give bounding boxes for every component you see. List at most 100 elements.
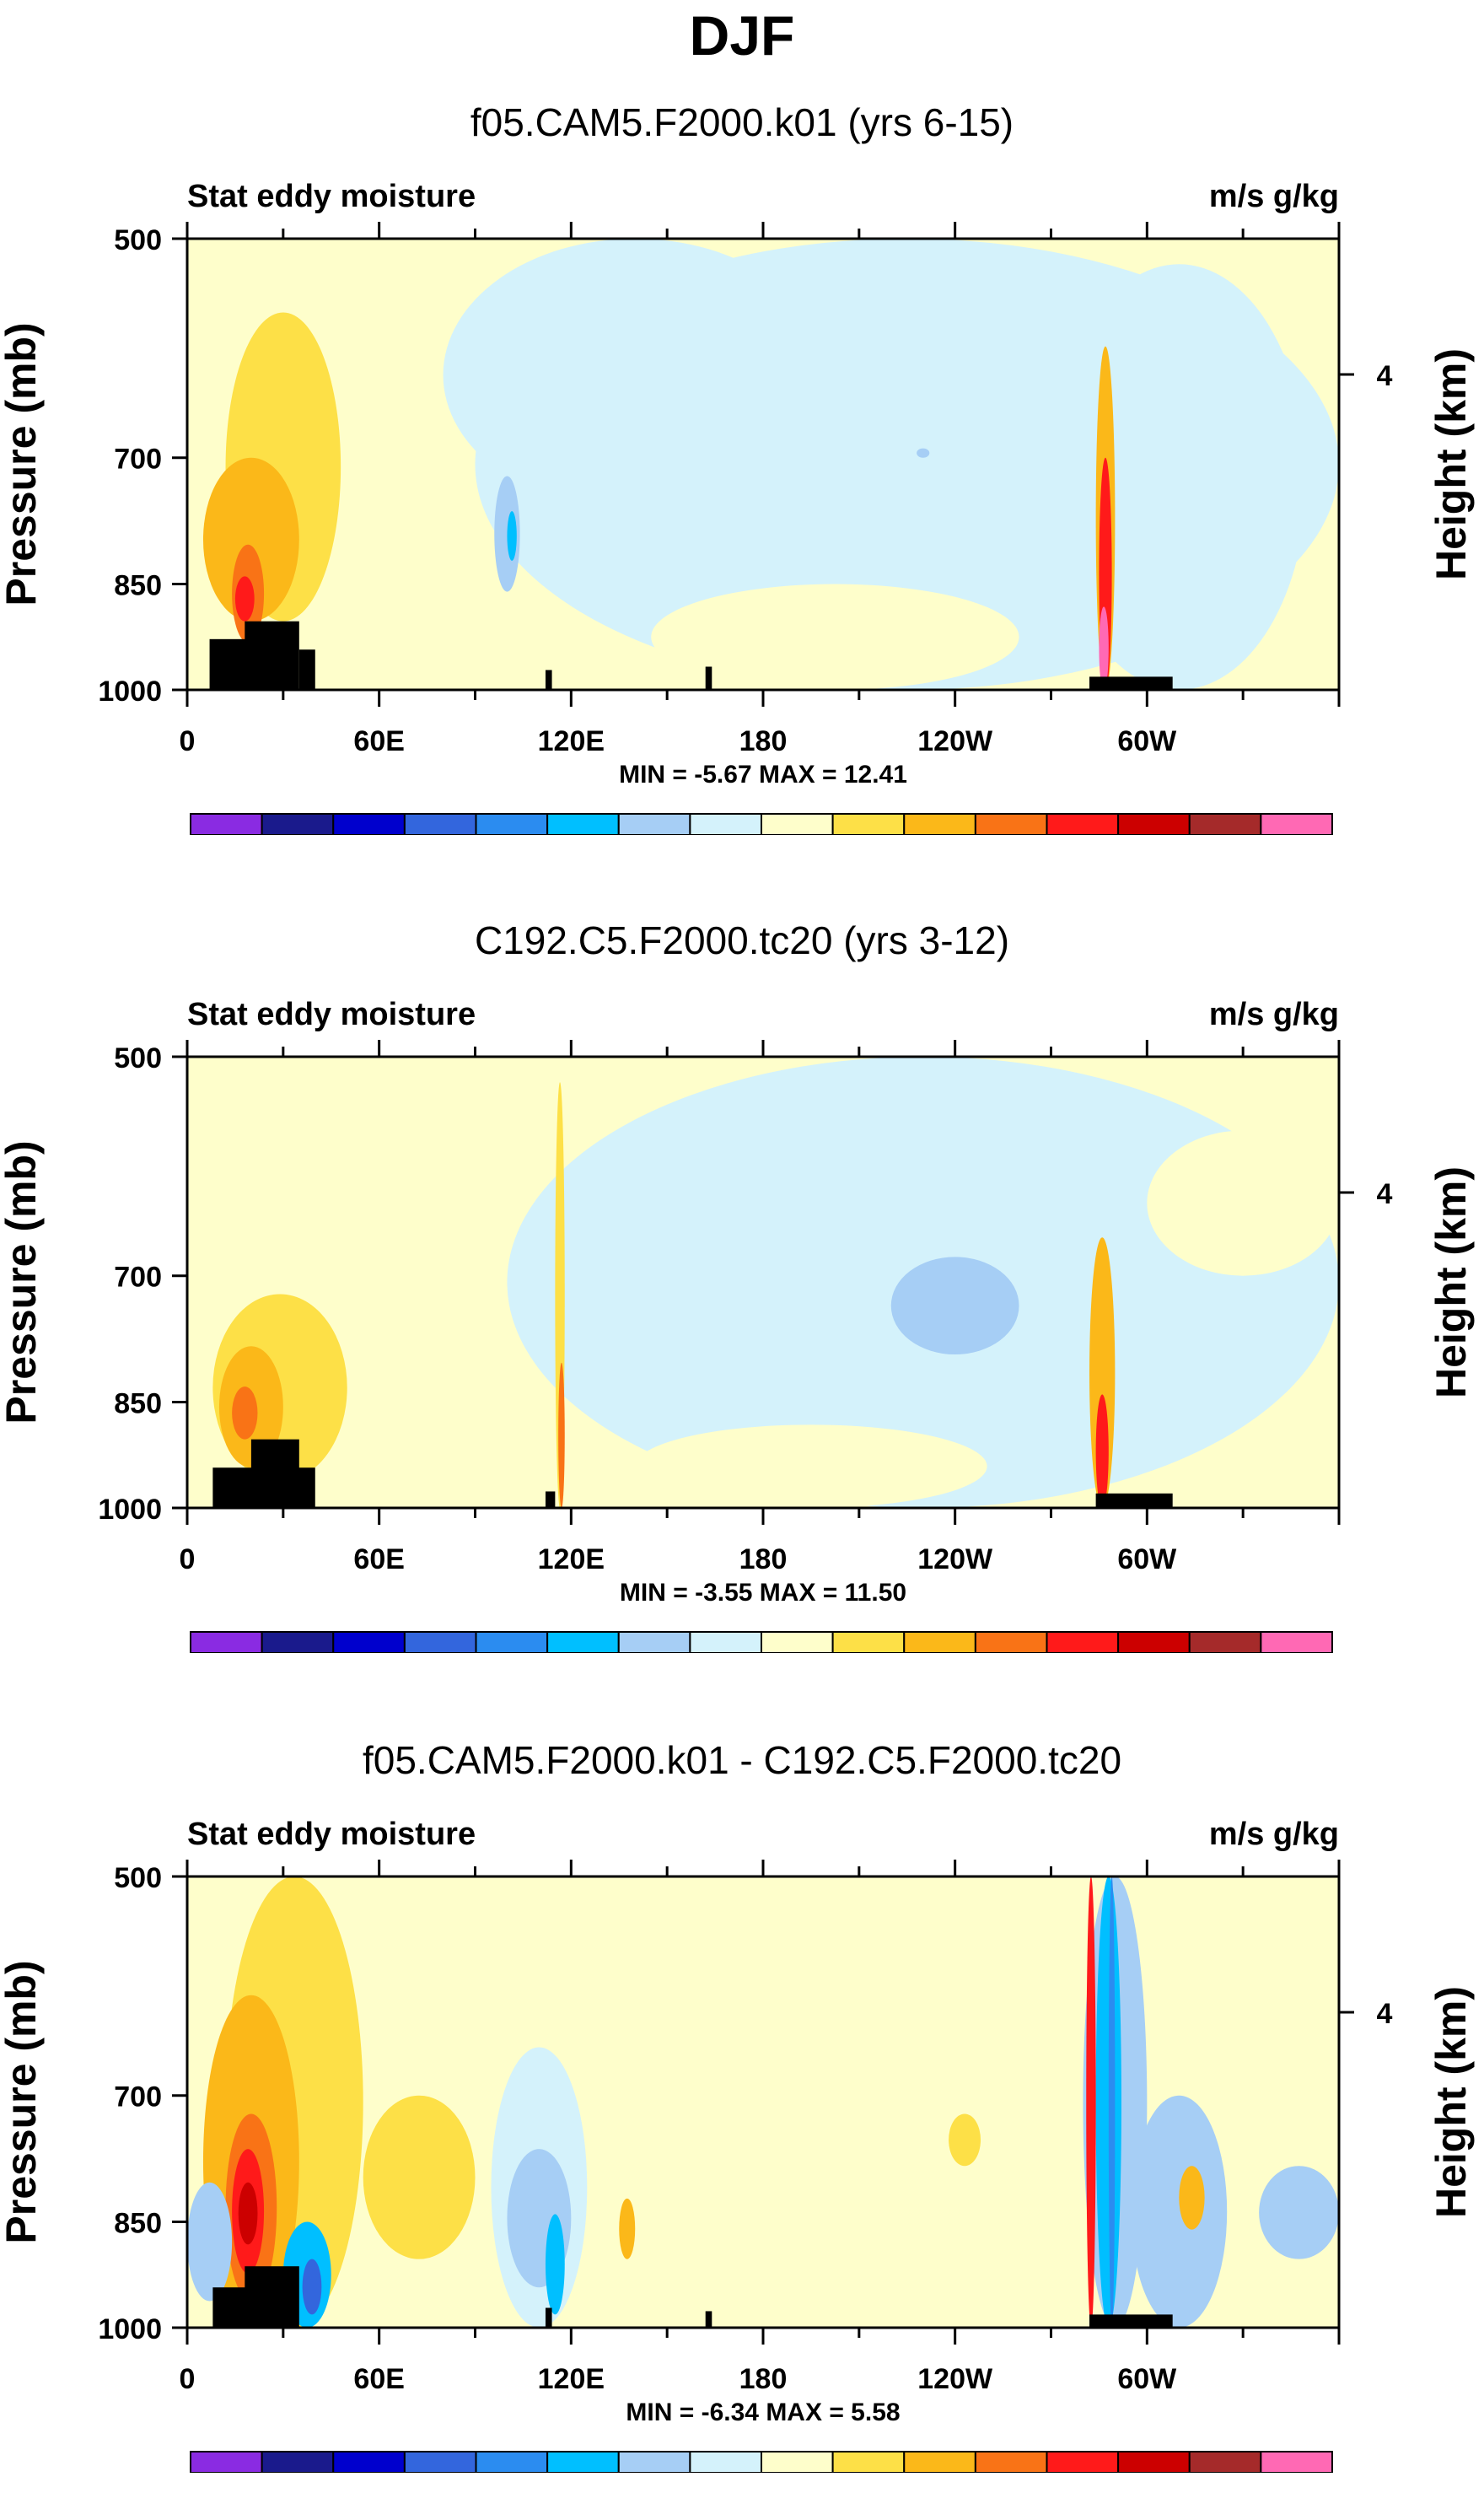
- contour-blob: [443, 239, 827, 512]
- figure-title: DJF: [689, 4, 795, 67]
- contour-field: [187, 1876, 1339, 2328]
- contour-blob: [545, 2214, 565, 2315]
- y-tick-label: 700: [114, 1262, 162, 1294]
- x-tick-label: 120W: [917, 2363, 993, 2395]
- colorbar-box: [190, 813, 263, 835]
- topography-mask: [298, 649, 315, 690]
- colorbar-box: [1046, 813, 1120, 835]
- panel-2-chart: Stat eddy moisture m/s g/kg 500 700 850 1000 4…: [0, 997, 1475, 1653]
- colorbar-box: [689, 1631, 762, 1653]
- colorbar-box: [903, 1631, 976, 1653]
- contour-blob: [794, 239, 1019, 400]
- colorbar-box: [689, 813, 762, 835]
- colorbar-box: [974, 1631, 1048, 1653]
- contour-blob: [1089, 1237, 1116, 1508]
- y-axis-title: Pressure (mb): [0, 322, 45, 606]
- panel-3-chart: Stat eddy moisture m/s g/kg 500 700 850 1000 4…: [0, 1817, 1475, 2473]
- colorbar-box: [689, 2451, 762, 2473]
- topography-mask: [1089, 676, 1173, 690]
- colorbar-box: [546, 1631, 620, 1653]
- contour-blob: [635, 1082, 1148, 1395]
- y-tick-label: 500: [114, 1042, 162, 1074]
- colorbar-box: [546, 813, 620, 835]
- colorbar-box: [1117, 2451, 1191, 2473]
- colorbar-box: [831, 1631, 906, 1653]
- contour-blob: [1131, 2095, 1228, 2328]
- x-tick-label: 0: [180, 725, 196, 757]
- contour-blob: [1099, 606, 1109, 690]
- colorbar-box: [1046, 2451, 1120, 2473]
- x-tick-label: 120W: [917, 1543, 993, 1575]
- topography-mask: [545, 670, 552, 690]
- colorbar-box: [617, 2451, 691, 2473]
- contour-blob: [1051, 264, 1308, 690]
- contour-blob: [363, 2095, 476, 2259]
- panel-units-label: m/s g/kg: [1209, 179, 1339, 214]
- colorbar-box: [261, 813, 335, 835]
- x-tick-label: 60E: [353, 1543, 405, 1575]
- panel-units-label: m/s g/kg: [1209, 1817, 1339, 1852]
- colorbar-box: [403, 2451, 477, 2473]
- topography-mask: [705, 666, 712, 690]
- contour-blob: [232, 1386, 258, 1440]
- contour-blob: [949, 2113, 981, 2167]
- colorbar-box: [761, 2451, 834, 2473]
- colorbar-box: [617, 813, 691, 835]
- x-tick-label: 60E: [353, 725, 405, 757]
- y-right-tick-label: 4: [1377, 1998, 1393, 2030]
- colorbar-box: [974, 813, 1048, 835]
- topography-mask: [1089, 2314, 1173, 2328]
- panel-1: f05.CAM5.F2000.k01 (yrs 6-15) Stat eddy …: [0, 0, 1484, 835]
- colorbar-box: [546, 2451, 620, 2473]
- contour-blob: [507, 511, 517, 561]
- x-tick-label: 120E: [538, 2363, 605, 2395]
- y-axis-title: Pressure (mb): [0, 1960, 45, 2243]
- x-tick-label: 0: [180, 1543, 196, 1575]
- x-tick-label: 0: [180, 2363, 196, 2395]
- y-right-tick-label: 4: [1377, 360, 1393, 392]
- y-right-axis-title: Height (km): [1428, 1986, 1475, 2218]
- y-tick-label: 500: [114, 1862, 162, 1894]
- colorbar-box: [831, 2451, 906, 2473]
- x-tick-label: 60W: [1117, 2363, 1177, 2395]
- y-tick-label: 850: [114, 570, 162, 602]
- colorbar-box: [1260, 1631, 1333, 1653]
- contour-blob: [238, 2182, 258, 2245]
- x-tick-label: 180: [739, 1543, 788, 1575]
- contour-blob: [494, 476, 520, 592]
- contour-blob: [187, 2182, 233, 2302]
- topography-mask: [1095, 1493, 1173, 1508]
- topography-mask: [705, 2311, 712, 2328]
- y-tick-label: 1000: [98, 2313, 162, 2345]
- contour-blob: [1147, 1130, 1339, 1276]
- contour-blob: [302, 2259, 322, 2315]
- x-tick-label: 180: [739, 725, 788, 757]
- contour-blob: [1095, 1394, 1109, 1508]
- contour-blob: [558, 1362, 565, 1508]
- colorbar-box: [1188, 2451, 1262, 2473]
- contour-field: [202, 239, 1339, 690]
- y-right-axis-title: Height (km): [1428, 1166, 1475, 1398]
- panel-2: C192.C5.F2000.tc20 (yrs 3-12) Stat eddy …: [0, 818, 1484, 1653]
- y-tick-label: 700: [114, 2081, 162, 2113]
- min-max-stats: MIN = -6.34 MAX = 5.58: [626, 2399, 900, 2426]
- topography-mask: [245, 2266, 299, 2328]
- y-tick-label: 1000: [98, 676, 162, 708]
- y-tick-label: 850: [114, 2208, 162, 2240]
- panel-title: C192.C5.F2000.tc20 (yrs 3-12): [474, 918, 1010, 962]
- min-max-stats: MIN = -5.67 MAX = 12.41: [619, 761, 907, 789]
- panel-left-label: Stat eddy moisture: [187, 179, 476, 214]
- y-tick-label: 850: [114, 1388, 162, 1420]
- y-axis-title: Pressure (mb): [0, 1140, 45, 1424]
- colorbar-box: [974, 2451, 1048, 2473]
- colorbar-box: [1188, 813, 1262, 835]
- topography-mask: [545, 2307, 552, 2328]
- panel-left-label: Stat eddy moisture: [187, 1817, 476, 1852]
- panel-1-chart: Stat eddy moisture m/s g/kg 500 700 850 1000 4…: [0, 179, 1475, 835]
- x-tick-label: 120E: [538, 725, 605, 757]
- colorbar-box: [190, 2451, 263, 2473]
- panel-title: f05.CAM5.F2000.k01 (yrs 6-15): [470, 100, 1014, 144]
- colorbar-box: [1046, 1631, 1120, 1653]
- topography-mask: [209, 638, 251, 690]
- colorbar-box: [475, 813, 549, 835]
